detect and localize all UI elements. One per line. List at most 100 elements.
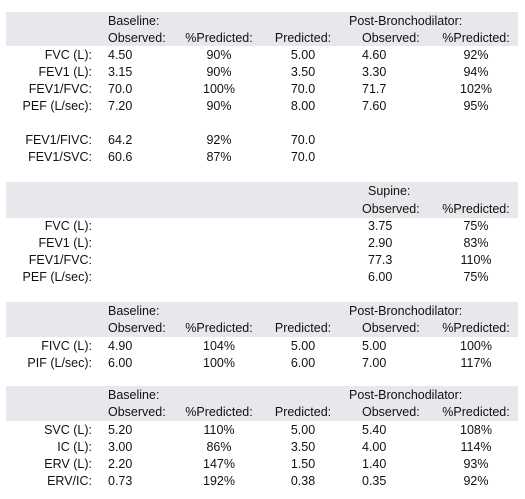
row-label: PIF (L/sec):	[27, 356, 92, 370]
row-label: FEV1/FVC:	[28, 82, 92, 96]
baseline-label: Baseline:	[108, 304, 160, 318]
row-label: SVC (L):	[44, 423, 92, 437]
col-predicted-pct: %Predicted:	[185, 321, 253, 335]
row-label: FEV1/FVC:	[28, 253, 92, 267]
col-post-observed: Observed:	[362, 321, 420, 335]
observed-value: 77.3	[368, 253, 393, 267]
col-supine-predicted-pct: %Predicted:	[442, 202, 510, 216]
predicted-pct-value: 110%	[203, 423, 235, 437]
predicted-pct-value: 90%	[206, 65, 232, 79]
predicted-pct-value: 86%	[206, 440, 232, 454]
post-observed-value: 4.00	[362, 440, 387, 454]
predicted-pct-value: 87%	[206, 150, 232, 164]
predicted-value: 6.00	[290, 356, 316, 370]
post-predicted-pct-value: 95%	[463, 99, 489, 113]
row-label: IC (L):	[57, 440, 92, 454]
observed-value: 70.0	[108, 82, 133, 96]
predicted-value: 0.38	[290, 474, 316, 488]
post-bronchodilator-label: Post-Bronchodilator:	[349, 304, 463, 318]
predicted-pct-value: 147%	[203, 457, 235, 471]
predicted-value: 70.0	[290, 150, 316, 164]
predicted-value: 5.00	[290, 48, 316, 62]
observed-value: 4.90	[108, 339, 133, 353]
col-post-observed: Observed:	[362, 31, 420, 45]
observed-value: 6.00	[108, 356, 133, 370]
row-label: FVC (L):	[44, 219, 92, 233]
predicted-value: 3.50	[290, 440, 316, 454]
post-observed-value: 0.35	[362, 474, 387, 488]
post-predicted-pct-value: 102%	[460, 82, 492, 96]
col-post-predicted-pct: %Predicted:	[442, 405, 510, 419]
predicted-pct-value: 192%	[203, 474, 235, 488]
col-supine-observed: Observed:	[362, 202, 420, 216]
observed-value: 7.20	[108, 99, 133, 113]
observed-value: 64.2	[108, 133, 133, 147]
row-label: PEF (L/sec):	[22, 99, 92, 113]
row-label: PEF (L/sec):	[22, 270, 92, 284]
post-observed-value: 7.60	[362, 99, 387, 113]
col-observed: Observed:	[108, 405, 166, 419]
predicted-value: 70.0	[290, 82, 316, 96]
observed-value: 3.00	[108, 440, 133, 454]
post-predicted-pct-value: 92%	[463, 48, 489, 62]
predicted-pct-value: 90%	[206, 99, 232, 113]
post-observed-value: 71.7	[362, 82, 387, 96]
col-post-observed: Observed:	[362, 405, 420, 419]
col-predicted-pct: %Predicted:	[185, 405, 253, 419]
observed-value: 3.15	[108, 65, 133, 79]
predicted-value: 3.50	[290, 65, 316, 79]
predicted-pct-value: 90%	[206, 48, 232, 62]
col-post-predicted-pct: %Predicted:	[442, 31, 510, 45]
predicted-value: 5.00	[290, 339, 316, 353]
col-predicted: Predicted:	[274, 321, 332, 335]
row-label: FEV1 (L):	[38, 236, 93, 250]
post-observed-value: 3.30	[362, 65, 387, 79]
predicted-pct-value: 110%	[460, 253, 492, 267]
row-label: FEV1/SVC:	[28, 150, 92, 164]
predicted-pct-value: 92%	[206, 133, 232, 147]
post-bronchodilator-label: Post-Bronchodilator:	[349, 388, 463, 402]
baseline-label: Baseline:	[108, 14, 160, 28]
post-predicted-pct-value: 92%	[463, 474, 489, 488]
row-label: FEV1 (L):	[38, 65, 93, 79]
col-observed: Observed:	[108, 31, 166, 45]
predicted-value: 1.50	[290, 457, 316, 471]
predicted-pct-value: 83%	[463, 236, 489, 250]
predicted-pct-value: 75%	[463, 270, 489, 284]
observed-value: 0.73	[108, 474, 133, 488]
observed-value: 60.6	[108, 150, 133, 164]
post-predicted-pct-value: 100%	[460, 339, 492, 353]
observed-value: 2.20	[108, 457, 133, 471]
col-predicted: Predicted:	[274, 31, 332, 45]
row-label: FEV1/FIVC:	[25, 133, 92, 147]
post-observed-value: 5.40	[362, 423, 387, 437]
observed-value: 4.50	[108, 48, 133, 62]
row-label: FIVC (L):	[41, 339, 92, 353]
predicted-pct-value: 100%	[203, 356, 235, 370]
predicted-pct-value: 100%	[203, 82, 235, 96]
post-observed-value: 7.00	[362, 356, 387, 370]
row-label: ERV (L):	[44, 457, 92, 471]
inspiratory-header-band	[6, 302, 518, 337]
row-label: ERV/IC:	[47, 474, 92, 488]
supine-header-band	[6, 182, 518, 218]
volumes-header-band	[6, 386, 518, 421]
predicted-value: 5.00	[290, 423, 316, 437]
col-predicted-pct: %Predicted:	[185, 31, 253, 45]
col-post-predicted-pct: %Predicted:	[442, 321, 510, 335]
observed-value: 2.90	[368, 236, 393, 250]
spirometry-header-band	[6, 12, 518, 46]
post-predicted-pct-value: 108%	[460, 423, 492, 437]
post-observed-value: 4.60	[362, 48, 387, 62]
observed-value: 6.00	[368, 270, 393, 284]
post-observed-value: 5.00	[362, 339, 387, 353]
predicted-pct-value: 75%	[463, 219, 489, 233]
supine-title: Supine:	[368, 184, 411, 198]
post-predicted-pct-value: 94%	[463, 65, 489, 79]
post-bronchodilator-label: Post-Bronchodilator:	[349, 14, 463, 28]
predicted-value: 70.0	[290, 133, 316, 147]
row-label: FVC (L):	[44, 48, 92, 62]
col-predicted: Predicted:	[274, 405, 332, 419]
observed-value: 5.20	[108, 423, 133, 437]
observed-value: 3.75	[368, 219, 393, 233]
